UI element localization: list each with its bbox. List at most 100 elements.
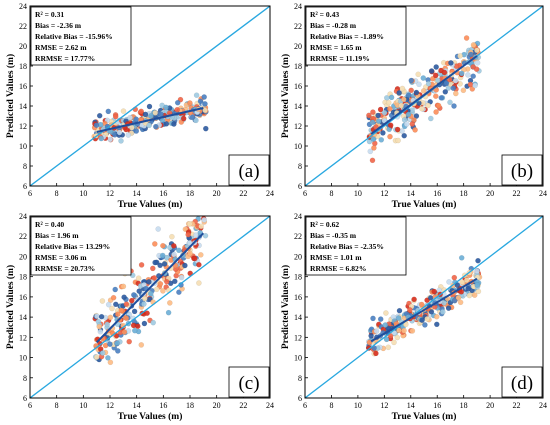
data-point — [433, 109, 439, 115]
stats-line: RRMSE = 17.77% — [35, 54, 95, 63]
data-point — [107, 341, 113, 347]
stats-line: Relative Bias = -15.96% — [35, 32, 113, 41]
panel-label: (b) — [511, 161, 533, 182]
data-point — [380, 130, 386, 136]
data-point — [387, 122, 394, 128]
y-tick-label: 8 — [23, 162, 27, 171]
data-point — [148, 112, 154, 119]
x-tick-label: 16 — [159, 401, 167, 410]
data-point — [193, 232, 199, 238]
data-point — [366, 112, 372, 119]
data-point — [142, 111, 149, 118]
data-point — [394, 126, 401, 133]
data-point — [369, 157, 376, 164]
data-point — [198, 196, 203, 201]
data-point — [112, 286, 118, 293]
x-tick-label: 12 — [106, 189, 114, 198]
stats-line: RMSE = 3.06 m — [35, 253, 87, 262]
data-point — [118, 307, 125, 314]
data-point — [157, 281, 164, 287]
data-point — [123, 301, 130, 307]
panel-c: 6 8 10 12 14 16 18 20 22 24 6 8 10 12 14 16 18 20 22 24 True… — [5, 196, 274, 422]
data-point — [433, 64, 439, 70]
stats-line: R² = 0.40 — [35, 220, 64, 229]
data-point — [457, 299, 464, 306]
stats-box — [305, 6, 407, 66]
data-point — [413, 89, 420, 96]
x-tick-label: 12 — [380, 189, 388, 198]
x-tick-label: 16 — [433, 189, 441, 198]
x-tick-label: 8 — [329, 401, 333, 410]
stats-line: Relative Bias = -2.35% — [310, 242, 384, 251]
plot-frame — [29, 5, 271, 187]
data-point — [164, 278, 170, 285]
data-point — [202, 232, 209, 239]
x-tick-label: 6 — [303, 401, 307, 410]
plot-frame — [29, 215, 271, 399]
x-tick-label: 12 — [380, 401, 388, 410]
data-point — [115, 348, 121, 354]
stats-line: RMSE = 1.65 m — [310, 43, 362, 52]
data-point — [465, 72, 471, 78]
data-point — [186, 221, 193, 227]
y-tick-label: 10 — [19, 354, 27, 363]
data-point — [112, 113, 119, 120]
stats-line: Bias = -0.28 m — [310, 21, 357, 30]
data-point — [413, 113, 420, 119]
x-tick-label: 24 — [266, 189, 274, 198]
data-point — [138, 108, 144, 115]
y-axis-label: Predicted Values (m) — [5, 265, 16, 349]
data-point — [146, 122, 152, 129]
data-point — [126, 338, 132, 345]
data-point — [373, 328, 380, 334]
data-point — [133, 116, 139, 122]
data-point — [121, 329, 128, 335]
panel-label: (a) — [238, 161, 259, 182]
data-point — [457, 53, 463, 59]
data-point — [425, 80, 432, 87]
x-tick-label: 12 — [106, 401, 114, 410]
y-tick-label: 8 — [298, 162, 302, 171]
scatter-points — [366, 35, 482, 164]
data-point — [378, 137, 385, 143]
y-tick-label: 12 — [294, 122, 302, 131]
data-point — [408, 87, 414, 94]
y-tick-label: 12 — [19, 333, 27, 342]
data-point — [116, 129, 123, 136]
y-tick-label: 22 — [19, 232, 27, 241]
data-point — [110, 294, 117, 301]
data-point — [187, 100, 193, 106]
data-point — [387, 106, 393, 112]
data-point — [401, 327, 407, 334]
data-point — [465, 285, 471, 292]
data-point — [458, 70, 465, 77]
y-tick-label: 12 — [294, 333, 302, 342]
data-point — [202, 101, 208, 107]
data-point — [416, 81, 422, 88]
data-point — [125, 132, 132, 138]
data-point — [377, 106, 384, 113]
data-point — [161, 261, 168, 267]
data-point — [160, 288, 166, 294]
data-point — [373, 350, 379, 357]
one-to-one-line — [305, 216, 543, 398]
data-point — [463, 277, 470, 283]
data-point — [105, 301, 112, 308]
stats-line: R² = 0.62 — [310, 220, 339, 229]
data-point — [420, 75, 427, 81]
y-tick-label: 10 — [19, 142, 27, 151]
y-tick-label: 22 — [294, 232, 302, 241]
data-point — [131, 292, 137, 298]
x-tick-label: 8 — [329, 189, 333, 198]
data-point — [401, 132, 407, 139]
regression-line — [95, 232, 205, 344]
data-point — [455, 294, 462, 301]
stats-line: Bias = 1.96 m — [35, 231, 79, 240]
data-point — [418, 301, 425, 308]
data-point — [398, 102, 405, 109]
y-axis-label: Predicted Values (m) — [280, 54, 291, 138]
x-tick-label: 14 — [407, 401, 415, 410]
data-point — [385, 344, 392, 351]
data-point — [107, 314, 114, 321]
